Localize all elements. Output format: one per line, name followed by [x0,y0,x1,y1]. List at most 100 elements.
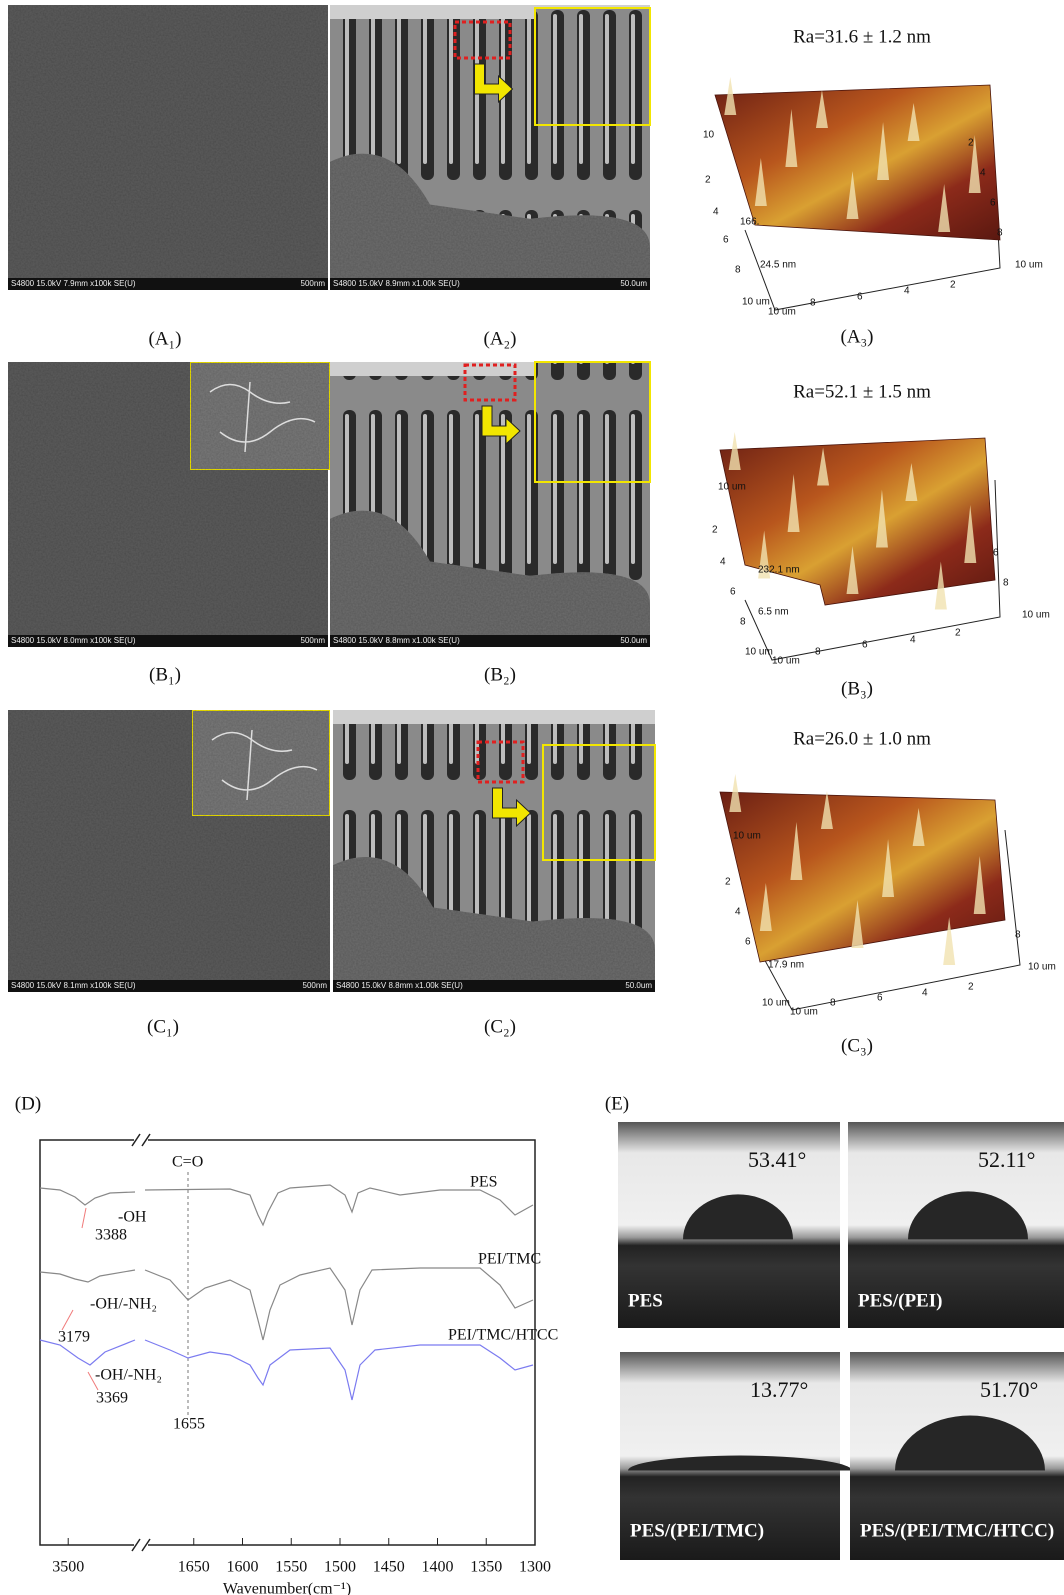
sem-scale: 50.0um [620,279,647,288]
afm-caption: (C₃) [841,1035,873,1056]
series-label: PES [470,1174,498,1191]
sem-image: S4800 15.0kV 8.8mm x1.00k SE(U)50.0um [330,362,650,647]
sem-image: S4800 15.0kV 8.1mm x100k SE(U) 500nm [8,710,330,992]
roughness: Ra=26.0 ± 1.0 nm [793,728,931,749]
afm-axis-label: 4 [904,286,910,297]
afm-axis-label: 10 um [772,656,800,667]
sem-image: S4800 15.0kV 7.9mm x100k SE(U) 500nm [8,5,328,290]
afm-axis-label: 6 [730,587,736,598]
afm-axis-label: 6 [745,937,751,948]
roughness: Ra=31.6 ± 1.2 nm [793,26,931,47]
sem-image: S4800 15.0kV 8.8mm x1.00k SE(U) 50.0um [333,710,655,992]
afm-axis-label: 6 [862,640,868,651]
afm-axis-label: 2 [705,175,711,186]
sem-scale: 500nm [301,636,326,645]
sem-caption: (B₂) [484,664,516,685]
inset [535,8,650,125]
x-tick-label: 1650 [178,1559,210,1576]
afm-axis-label: 10 um [768,307,796,318]
top-layer [333,710,655,724]
afm-axis-label: 2 [968,982,974,993]
afm-axis-label: 8 [830,998,836,1009]
panel-label: (D) [15,1093,41,1114]
afm-axis-label: 8 [1003,578,1009,589]
annotation: 1655 [173,1416,205,1433]
sem-image: S4800 15.0kV 8.0mm x100k SE(U) 500nm [8,362,330,647]
sem-surface [8,5,328,290]
sem-scale: 500nm [303,981,328,990]
sample-name: PES/(PEI/TMC) [630,1520,764,1541]
sem-info: S4800 15.0kV 8.1mm x100k SE(U) [11,981,136,990]
afm-surface [720,438,995,605]
axis-break [132,1134,150,1551]
sem-caption: (C₁) [147,1016,179,1037]
afm-axis-label: 10 um [1022,610,1050,621]
roughness: Ra=52.1 ± 1.5 nm [793,381,931,402]
sem-image: S4800 15.0kV 8.9mm x1.00k SE(U) 50.0um [330,5,650,290]
sem-scale: 50.0um [620,636,647,645]
afm-axis-label: 8 [735,265,741,276]
panel-label: (E) [605,1093,629,1114]
contact-angle: 13.77° [750,1377,808,1402]
afm-axis-label: 24.5 nm [760,260,796,271]
inset [190,362,330,470]
inset [535,362,650,482]
afm-axis-label: 4 [713,207,719,218]
series-label: PEI/TMC [478,1251,541,1268]
contact-angle-image: 53.41°PES [618,1122,840,1328]
afm-axis-label: 10 um [733,831,761,842]
sample-name: PES [628,1290,663,1311]
x-tick-label: 1450 [373,1559,405,1576]
x-tick-label: 1500 [324,1559,356,1576]
afm-axis-label: 10 [703,130,715,141]
afm-axis-label: 232.1 nm [758,565,800,576]
afm-axis-label: 2 [950,280,956,291]
sem-caption: (B₁) [149,664,181,685]
afm-axis-label: 4 [735,907,741,918]
annotation: C=O [172,1154,203,1171]
afm-axis-label: 166. [740,217,759,228]
sem-caption: (A₁) [149,328,182,349]
afm-axis-label: 6 [723,235,729,246]
afm-axis-label: 10 um [790,1007,818,1018]
figure: (D)350016501600155015001450140013501300W… [0,0,1064,1595]
contact-angle-image: 52.11°PES/(PEI) [848,1122,1064,1328]
afm-axis-label: 8 [815,647,821,658]
sem-info: S4800 15.0kV 7.9mm x100k SE(U) [11,279,136,288]
afm-axis-label: 17.9 nm [768,960,804,971]
contact-angle-image: 13.77° PES/(PEI/TMC) [620,1352,852,1560]
x-axis-title: Wavenumber(cm⁻¹) [223,1581,351,1595]
afm-axis-label: 6.5 nm [758,607,789,618]
sem-info: S4800 15.0kV 8.8mm x1.00k SE(U) [336,981,463,990]
inset [192,710,330,816]
afm-axis-label: 4 [910,635,916,646]
afm-axis-label: 10 um [742,297,770,308]
sem-scale: 500nm [301,279,326,288]
x-tick-label: 1350 [470,1559,502,1576]
afm-axis-label: 2 [725,877,731,888]
annotation: -OH/-NH₂ [90,1296,157,1313]
afm-axis-label: 10 um [1028,962,1056,973]
x-tick-label: 1400 [422,1559,454,1576]
sample-name: PES/(PEI) [858,1290,942,1311]
afm-axis-label: 10 um [745,647,773,658]
sem-caption: (A₂) [484,328,517,349]
annotation: -OH/-NH₂ [95,1367,162,1384]
annotation: 3179 [58,1329,90,1346]
contact-angle-image: 51.70°PES/(PEI/TMC/HTCC) [850,1352,1064,1560]
sem-scale: 50.0um [625,981,652,990]
sem-info: S4800 15.0kV 8.9mm x1.00k SE(U) [333,279,460,288]
afm-axis-label: 10 um [1015,260,1043,271]
afm-caption: (B₃) [841,678,873,699]
afm-axis-label: 2 [968,138,974,149]
sem-info: S4800 15.0kV 8.0mm x100k SE(U) [11,636,136,645]
pes-spectrum [40,1185,533,1225]
afm-axis-label: 6 [877,993,883,1004]
x-tick-label: 1550 [275,1559,307,1576]
afm-axis-label: 4 [980,168,986,179]
afm-axis-label: 4 [720,557,726,568]
afm-axis-label: 6 [993,548,999,559]
